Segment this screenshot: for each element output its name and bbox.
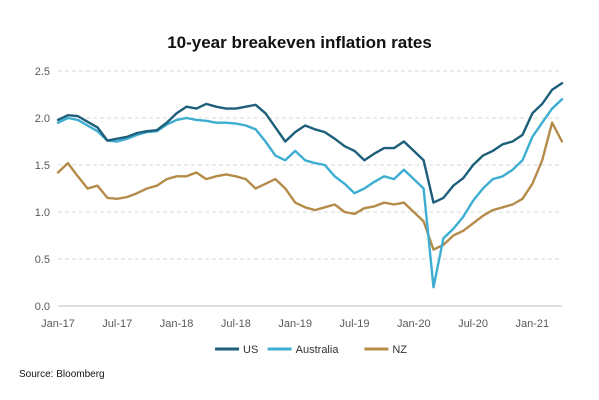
x-tick-label: Jan-20 xyxy=(397,318,431,330)
x-tick-label: Jul-20 xyxy=(458,318,488,330)
x-tick-label: Jan-17 xyxy=(41,318,75,330)
legend: US Australia NZ xyxy=(215,344,407,356)
y-tick-label: 0.5 xyxy=(35,254,50,266)
series-line-australia xyxy=(56,97,564,289)
grid-lines xyxy=(58,70,562,260)
chart-title: 10-year breakeven inflation rates xyxy=(167,33,432,52)
x-tick-label: Jan-18 xyxy=(160,318,194,330)
series-lines xyxy=(56,81,564,289)
x-axis-ticks: Jan-17 Jul-17 Jan-18 Jul-18 Jan-19 Jul-19 Jan-… xyxy=(41,318,549,330)
x-tick-label: Jul-19 xyxy=(339,318,369,330)
y-axis-ticks: 0.0 0.5 1.0 1.5 2.0 2.5 xyxy=(35,66,50,313)
series-line-nz xyxy=(56,121,564,251)
x-tick-label: Jul-18 xyxy=(221,318,251,330)
x-tick-label: Jan-19 xyxy=(278,318,312,330)
x-tick-label: Jul-17 xyxy=(102,318,132,330)
legend-label-nz: NZ xyxy=(392,344,407,356)
source-note: Source: Bloomberg xyxy=(19,369,105,380)
series-line-us xyxy=(56,81,564,204)
y-tick-label: 1.0 xyxy=(35,207,50,219)
y-tick-label: 0.0 xyxy=(35,301,50,313)
y-tick-label: 1.5 xyxy=(35,160,50,172)
y-tick-label: 2.5 xyxy=(35,66,50,78)
legend-label-australia: Australia xyxy=(296,344,340,356)
y-tick-label: 2.0 xyxy=(35,113,50,125)
x-tick-label: Jan-21 xyxy=(516,318,550,330)
legend-label-us: US xyxy=(243,344,258,356)
